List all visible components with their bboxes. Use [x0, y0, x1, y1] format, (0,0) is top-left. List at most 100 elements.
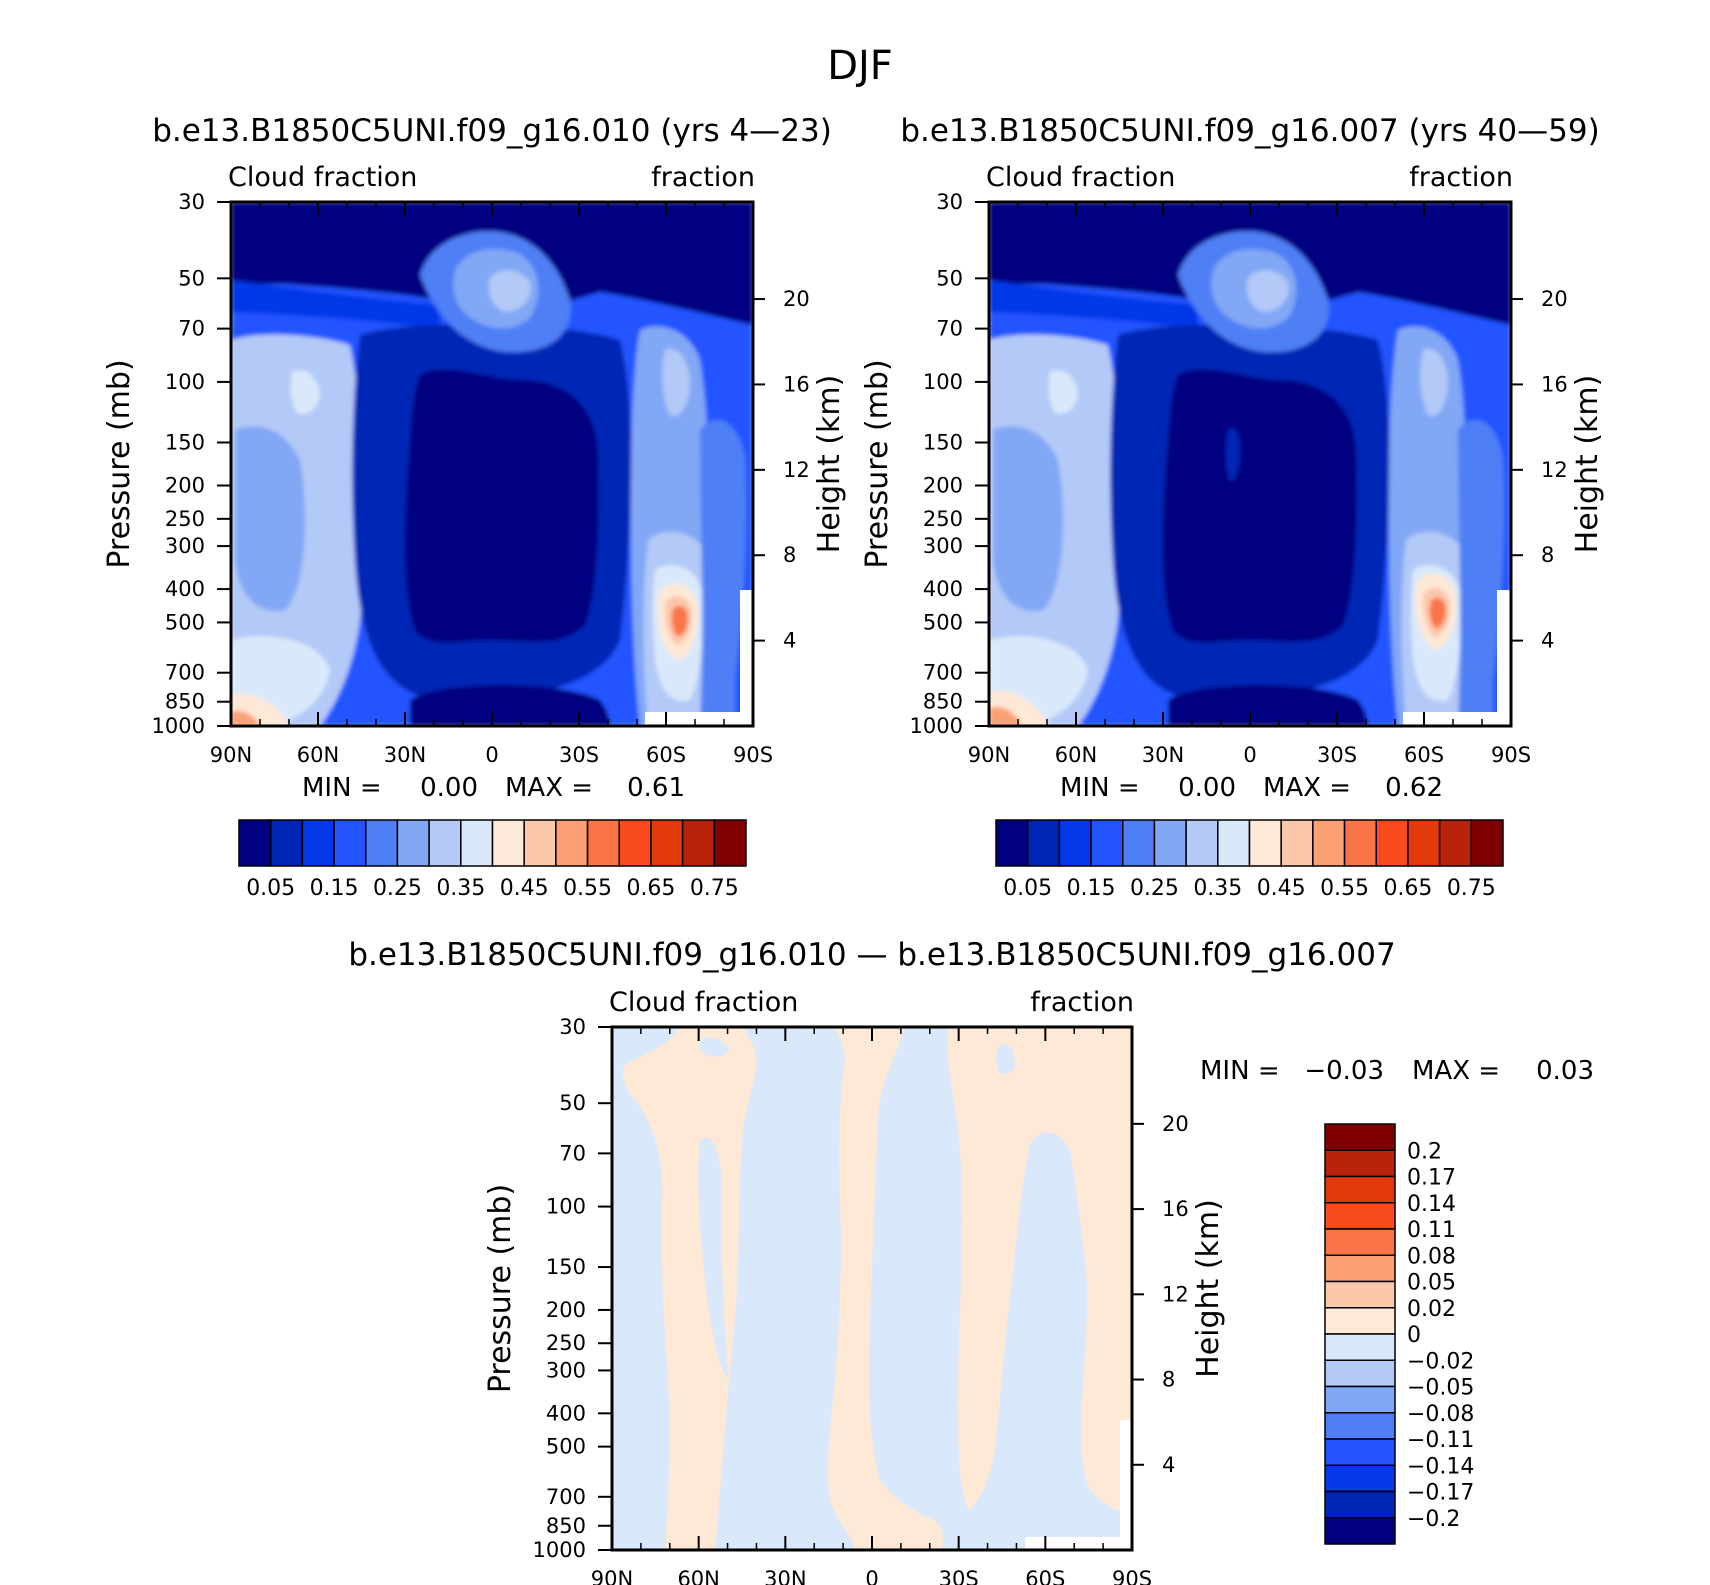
panel-c-max-value: 0.03 — [1536, 1056, 1594, 1086]
panel-a-field — [231, 202, 753, 726]
panel-a-colorbar-box — [301, 819, 335, 867]
panel-b-y-tick-label: 400 — [923, 577, 963, 601]
panel-a-fill-left-salmon — [231, 710, 260, 726]
panel-c-x-tick-label: 0 — [865, 1567, 878, 1585]
panel-c-y-tick-label: 100 — [546, 1195, 586, 1219]
panel-a-colorbar-box — [428, 819, 462, 867]
panel-c-height-tick-label: 8 — [1162, 1368, 1175, 1392]
panel-c-title: b.e13.B1850C5UNI.f09_g16.010 — b.e13.B18… — [348, 937, 1395, 973]
panel-c-colorbar-box — [1324, 1307, 1396, 1335]
panel-a-colorbar-box — [396, 819, 430, 867]
panel-b-min-label: MIN = — [1060, 773, 1140, 803]
panel-a-height-tick-label: 4 — [783, 629, 796, 653]
panel-c-colorbar: 0.20.170.140.110.080.050.020−0.02−0.05−0… — [1324, 1123, 1474, 1545]
panel-c-colorbar-box — [1324, 1123, 1396, 1151]
panel-a-y-tick-label: 300 — [165, 534, 205, 558]
panel-c-y-tick-label: 300 — [546, 1358, 586, 1382]
panel-a-missing-strip-low — [645, 712, 753, 726]
panel-c-fill-positive-nh — [623, 1027, 757, 1550]
panel-a-fill-right-orange — [671, 605, 688, 637]
panel-b-max-value: 0.62 — [1385, 773, 1443, 803]
panel-b-y-tick-label: 250 — [923, 507, 963, 531]
panel-b-fill-dry-core — [1163, 369, 1357, 643]
panel-c-colorbar-label: −0.05 — [1407, 1376, 1474, 1401]
panel-b-colorbar-box — [1407, 819, 1441, 867]
panel-a-colorbar-box — [238, 819, 272, 867]
panel-a-y-tick-label: 850 — [165, 690, 205, 714]
panel-c-colorbar-box — [1324, 1254, 1396, 1283]
panel-b-colorbar-label: 0.45 — [1257, 876, 1306, 901]
panel-a-height-tick-label: 8 — [783, 543, 796, 567]
panel-b-y-tick-label: 300 — [923, 534, 963, 558]
panel-c-colorbar-box — [1324, 1333, 1396, 1361]
panel-a-x-tick-label: 90S — [733, 743, 773, 767]
panel-b-colorbar-box — [1280, 819, 1314, 867]
panel-c-colorbar-box — [1324, 1228, 1396, 1256]
panel-a-colorbar-label: 0.35 — [436, 876, 485, 901]
panel-b-colorbar-box — [1470, 819, 1504, 867]
panel-c-fill-positive-tropics — [827, 1027, 944, 1550]
panel-a-fill-right-outer-edge — [700, 420, 747, 726]
panel-c-height-tick-label: 12 — [1162, 1282, 1189, 1306]
panel-b-y-tick-label: 200 — [923, 473, 963, 497]
panel-b-y-tick-label: 150 — [923, 431, 963, 455]
panel-b-x-tick-label: 60S — [1404, 743, 1444, 767]
panel-b-fill-left-mid — [993, 426, 1063, 611]
panel-c-colorbar-label: 0 — [1407, 1323, 1421, 1348]
panel-b-colorbar-box — [1248, 819, 1282, 867]
panel-c-height-tick-label: 16 — [1162, 1197, 1189, 1221]
panel-c-y-tick-label: 1000 — [533, 1538, 586, 1562]
panel-c-y-tick-label: 30 — [559, 1015, 586, 1039]
panel-a-y-tick-label: 400 — [165, 577, 205, 601]
panel-c-axes: 90N 60N 30N 0 30S 60S 90S 30 50 70 100 150 200 250 300… — [483, 1015, 1226, 1585]
panel-b-colorbar-box — [1312, 819, 1346, 867]
panel-c-min-value: −0.03 — [1304, 1056, 1384, 1086]
panel-c-colorbar-box — [1324, 1149, 1396, 1178]
panel-c-y-tick-label: 150 — [546, 1255, 586, 1279]
panel-b-colorbar-box — [995, 819, 1029, 867]
panel-c-y-tick-label: 500 — [546, 1435, 586, 1459]
panel-c-colorbar-label: −0.17 — [1407, 1481, 1474, 1506]
panel-b-right-string: fraction — [1409, 162, 1513, 193]
panel-c-fill-nh-notch-top — [700, 1037, 730, 1057]
panel-c-y2label: Height (km) — [1191, 1199, 1226, 1378]
panel-c-x-tick-label: 60N — [677, 1567, 719, 1585]
panel-c-min-label: MIN = — [1200, 1056, 1280, 1086]
panel-b-missing-strip-right — [1497, 590, 1511, 726]
panel-c-y-tick-label: 400 — [546, 1401, 586, 1425]
panel-c-colorbar-label: 0.05 — [1407, 1271, 1456, 1296]
panel-a-min-value: 0.00 — [420, 773, 478, 803]
panel-c-height-tick-label: 4 — [1162, 1453, 1175, 1477]
panel-c-colorbar-box — [1324, 1438, 1396, 1466]
panel-a-missing-strip-right — [740, 590, 753, 726]
panel-a-y-tick-label: 1000 — [152, 714, 205, 738]
panel-b-min-value: 0.00 — [1178, 773, 1236, 803]
panel-c-x-tick-label: 30S — [939, 1567, 979, 1585]
panel-c: b.e13.B1850C5UNI.f09_g16.010 — b.e13.B18… — [348, 937, 1594, 1585]
panel-a-y-tick-label: 250 — [165, 507, 205, 531]
panel-c-max-label: MAX = — [1412, 1056, 1500, 1086]
panel-a-fill-left-mid — [235, 426, 305, 611]
panel-c-y-tick-label: 700 — [546, 1485, 586, 1509]
panel-b-colorbar-label: 0.65 — [1383, 876, 1432, 901]
panel-c-y-tick-label: 50 — [559, 1091, 586, 1115]
panel-a-y-tick-label: 50 — [178, 266, 205, 290]
panel-b-height-tick-label: 4 — [1541, 629, 1554, 653]
panel-a-colorbar-label: 0.25 — [373, 876, 422, 901]
panel-a-y-tick-label: 70 — [178, 317, 205, 341]
panel-b-y2label: Height (km) — [1570, 375, 1605, 554]
panel-a-x-tick-label: 30S — [559, 743, 599, 767]
panel-b-colorbar-box — [1122, 819, 1156, 867]
panel-c-x-tick-label: 90N — [591, 1567, 633, 1585]
panel-c-colorbar-box — [1324, 1359, 1396, 1388]
panel-b-y-tick-label: 850 — [923, 690, 963, 714]
panel-c-colorbar-label: −0.11 — [1407, 1428, 1474, 1453]
panel-a-fill-upper-band — [231, 280, 440, 330]
panel-b-height-tick-label: 12 — [1541, 458, 1568, 482]
panel-b-colorbar-label: 0.75 — [1447, 876, 1496, 901]
panel-c-colorbar-label: −0.08 — [1407, 1402, 1474, 1427]
panel-b-height-tick-label: 16 — [1541, 372, 1568, 396]
panel-a-x-tick-label: 60N — [297, 743, 339, 767]
panel-b-missing-strip-low — [1403, 712, 1511, 726]
